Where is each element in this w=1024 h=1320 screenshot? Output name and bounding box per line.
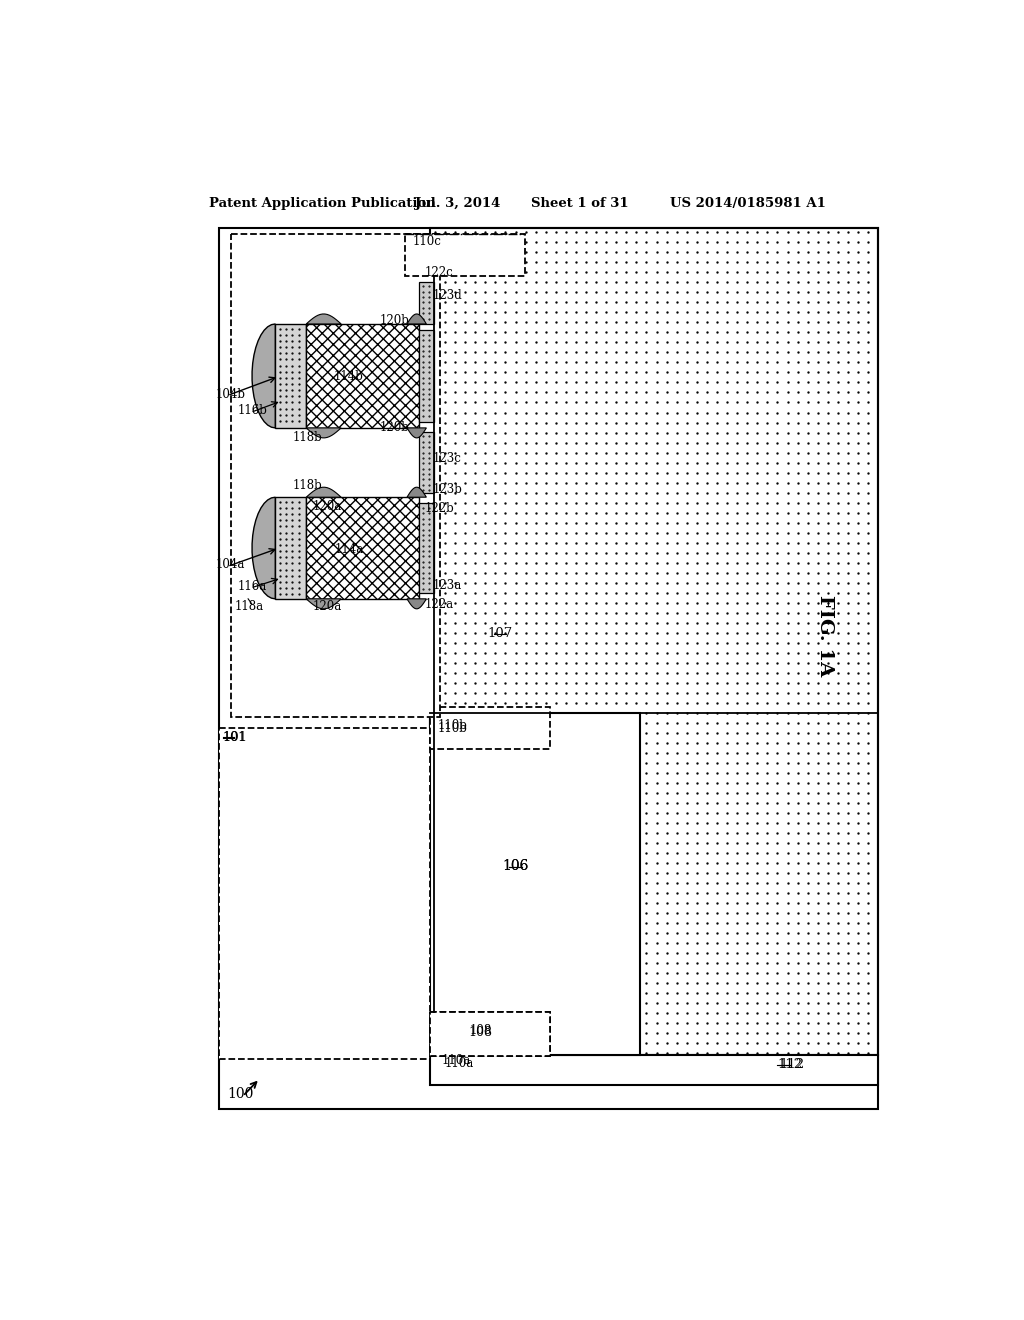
- Bar: [306, 498, 419, 599]
- Text: 120b: 120b: [380, 314, 410, 326]
- Text: 112: 112: [777, 1057, 803, 1071]
- Text: 101: 101: [222, 730, 248, 743]
- Bar: [306, 323, 419, 428]
- Bar: [275, 323, 306, 428]
- Bar: [430, 1011, 550, 1056]
- Bar: [404, 234, 524, 276]
- Text: 120a: 120a: [312, 601, 342, 612]
- Polygon shape: [407, 428, 426, 438]
- Text: 123d: 123d: [432, 289, 462, 302]
- Polygon shape: [306, 314, 341, 323]
- Text: 118b: 118b: [293, 479, 323, 492]
- Text: 118a: 118a: [234, 601, 264, 612]
- Text: 123a: 123a: [432, 579, 462, 593]
- Text: 122a: 122a: [425, 598, 454, 611]
- Polygon shape: [252, 323, 275, 428]
- Text: 116a: 116a: [238, 579, 267, 593]
- Text: 101: 101: [222, 730, 247, 743]
- Text: US 2014/0185981 A1: US 2014/0185981 A1: [671, 197, 826, 210]
- Bar: [419, 281, 434, 323]
- Text: 123c: 123c: [432, 453, 462, 465]
- Polygon shape: [407, 487, 426, 498]
- Text: 106: 106: [503, 859, 528, 873]
- Text: Sheet 1 of 31: Sheet 1 of 31: [531, 197, 629, 210]
- Bar: [231, 234, 440, 718]
- Polygon shape: [407, 599, 426, 609]
- Text: Jul. 3, 2014: Jul. 3, 2014: [415, 197, 500, 210]
- Bar: [430, 1056, 879, 1085]
- Text: 123b: 123b: [432, 483, 463, 496]
- Bar: [430, 706, 550, 748]
- Text: 116b: 116b: [238, 404, 268, 417]
- Bar: [430, 713, 640, 1056]
- Polygon shape: [306, 428, 341, 438]
- Bar: [419, 330, 434, 422]
- Text: 100: 100: [227, 1086, 254, 1101]
- Text: 104b: 104b: [216, 388, 246, 400]
- Text: 120a: 120a: [312, 500, 342, 513]
- Text: 120b: 120b: [380, 421, 410, 434]
- Bar: [419, 432, 434, 494]
- Text: 118b: 118b: [293, 430, 323, 444]
- Polygon shape: [306, 487, 341, 498]
- Text: 106: 106: [503, 859, 528, 873]
- Bar: [275, 498, 306, 599]
- Text: 108: 108: [469, 1026, 493, 1039]
- Bar: [419, 503, 434, 593]
- Text: 122b: 122b: [425, 502, 455, 515]
- Text: 114b: 114b: [334, 370, 364, 383]
- Text: 112: 112: [779, 1057, 804, 1071]
- Polygon shape: [252, 498, 275, 599]
- Polygon shape: [306, 599, 341, 609]
- Text: 110b: 110b: [438, 719, 468, 733]
- Bar: [219, 227, 879, 1109]
- Bar: [430, 227, 879, 1056]
- Text: 110a: 110a: [442, 1055, 471, 1068]
- Text: 114a: 114a: [334, 543, 364, 556]
- Polygon shape: [407, 314, 426, 323]
- Text: 122c: 122c: [425, 265, 454, 279]
- Text: FIG. 1A: FIG. 1A: [816, 595, 835, 676]
- Text: 104a: 104a: [216, 558, 245, 572]
- Bar: [430, 1011, 550, 1056]
- Text: 110c: 110c: [413, 235, 441, 248]
- Text: 110a: 110a: [444, 1056, 473, 1069]
- Bar: [219, 729, 430, 1059]
- Text: Patent Application Publication: Patent Application Publication: [209, 197, 436, 210]
- Text: 110b: 110b: [438, 722, 468, 735]
- Text: 108: 108: [469, 1024, 492, 1038]
- Text: 107: 107: [487, 627, 513, 640]
